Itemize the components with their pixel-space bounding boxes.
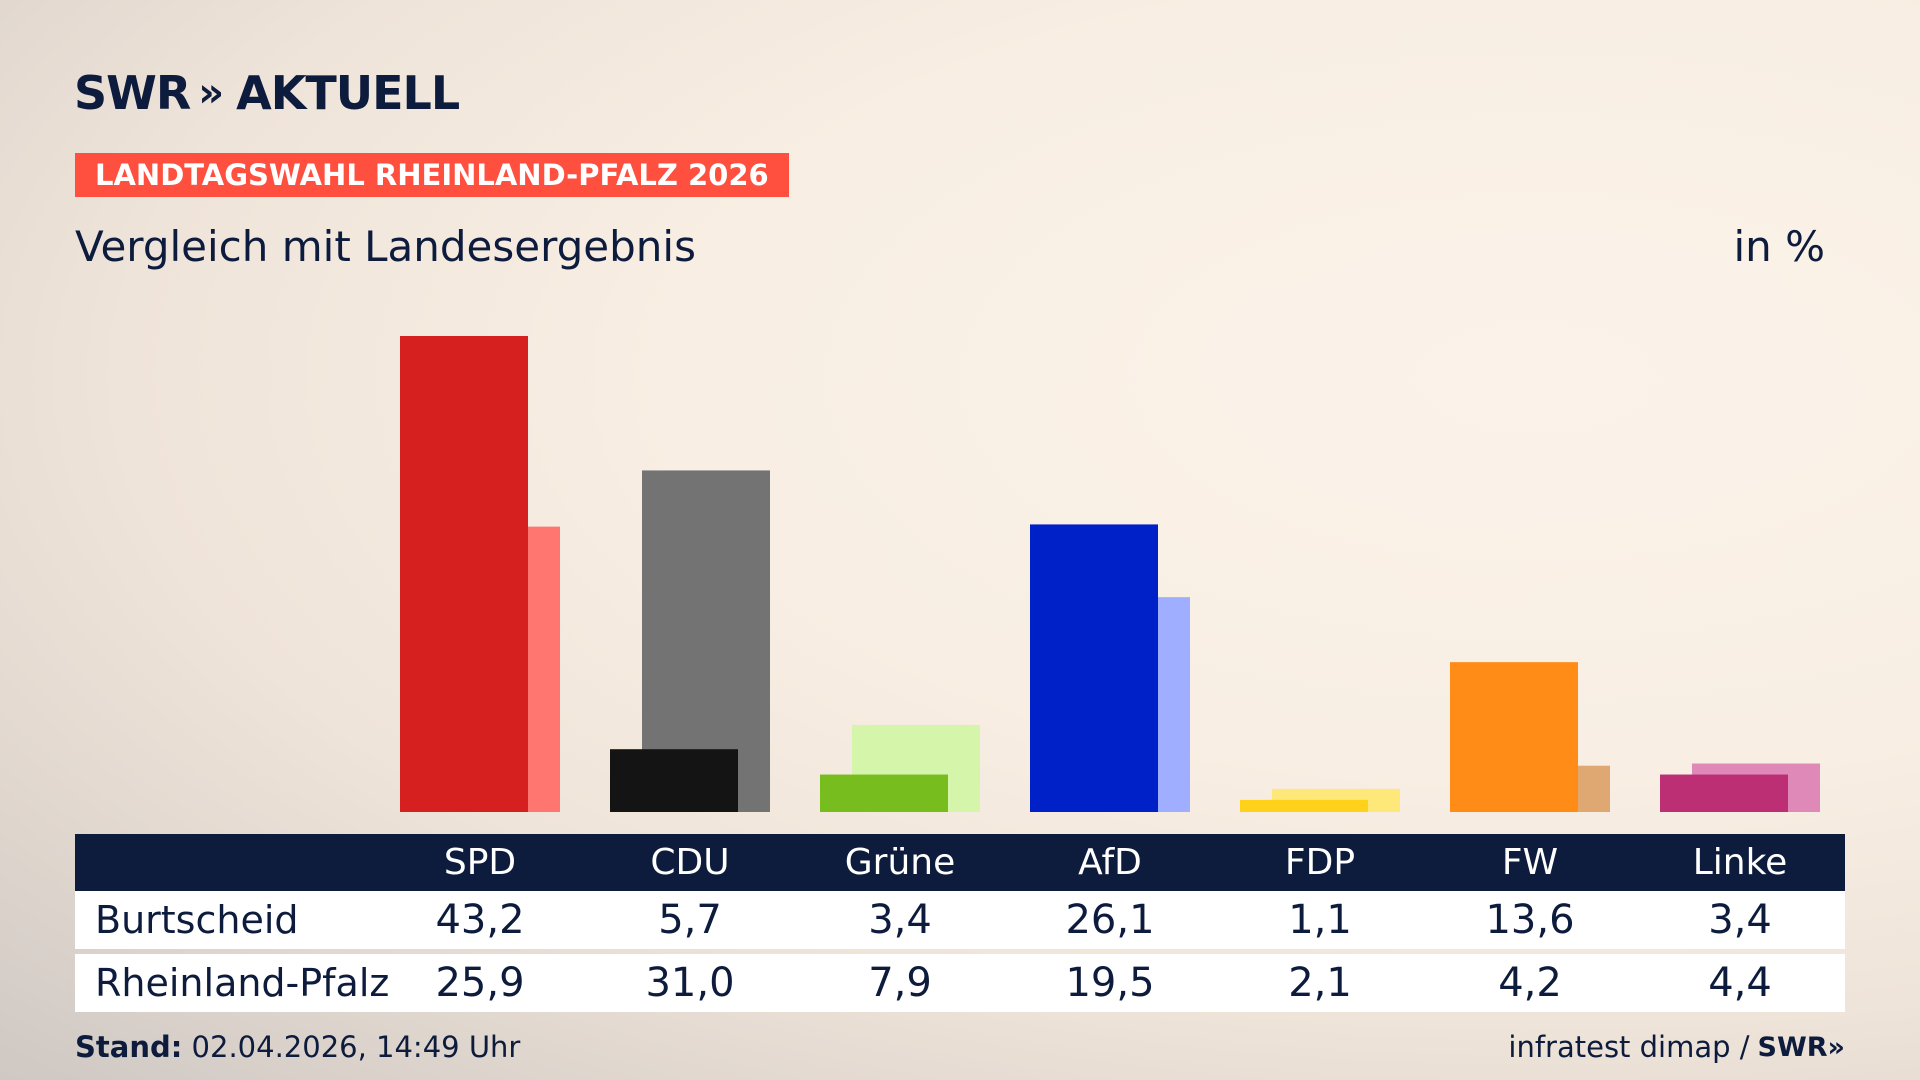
stand-label: Stand: bbox=[75, 1030, 183, 1064]
value-cell-linke: 3,4 bbox=[1708, 897, 1772, 943]
value-cell-fw: 4,2 bbox=[1498, 960, 1562, 1006]
bar-linke-burtscheid bbox=[1660, 774, 1788, 812]
value-cell-spd: 25,9 bbox=[435, 960, 525, 1006]
logo-aktuell: AKTUELL bbox=[236, 66, 460, 120]
bar-cdu-burtscheid bbox=[610, 749, 738, 812]
column-header-afd: AfD bbox=[1078, 842, 1142, 883]
stand-value: 02.04.2026, 14:49 Uhr bbox=[191, 1030, 521, 1064]
table-row: Burtscheid 43,2 5,7 3,4 26,1 1,1 13,6 3,4 bbox=[75, 891, 1845, 949]
source-credit: infratest dimap / SWR» bbox=[1508, 1030, 1845, 1064]
table-row: Rheinland-Pfalz 25,9 31,0 7,9 19,5 2,1 4,2 4,4 bbox=[75, 954, 1845, 1012]
value-cell-grüne: 3,4 bbox=[868, 897, 932, 943]
value-cell-linke: 4,4 bbox=[1708, 960, 1772, 1006]
timestamp: Stand: 02.04.2026, 14:49 Uhr bbox=[75, 1030, 520, 1064]
column-header-spd: SPD bbox=[443, 842, 517, 883]
column-header-linke: Linke bbox=[1692, 842, 1788, 883]
results-table: SPD CDU Grüne AfD FDP FW Linke Burtscheid 43,2… bbox=[75, 834, 1845, 1012]
column-header-cdu: CDU bbox=[650, 842, 730, 883]
bar-chart bbox=[400, 336, 1820, 812]
value-cell-afd: 19,5 bbox=[1065, 960, 1155, 1006]
unit-label: in % bbox=[1733, 222, 1825, 271]
row-label: Burtscheid bbox=[95, 898, 299, 942]
logo-swr: SWR bbox=[74, 66, 191, 120]
bar-fw-burtscheid bbox=[1450, 662, 1578, 812]
bar-fdp-burtscheid bbox=[1240, 799, 1368, 812]
bar-grüne-burtscheid bbox=[820, 774, 948, 812]
election-tag: LANDTAGSWAHL RHEINLAND-PFALZ 2026 bbox=[75, 153, 789, 197]
value-cell-cdu: 31,0 bbox=[645, 960, 735, 1006]
value-cell-fdp: 2,1 bbox=[1288, 960, 1352, 1006]
value-cell-grüne: 7,9 bbox=[868, 960, 932, 1006]
swr-aktuell-logo: SWR » AKTUELL bbox=[74, 66, 460, 120]
bar-spd-burtscheid bbox=[400, 336, 528, 812]
value-cell-spd: 43,2 bbox=[435, 897, 525, 943]
bar-afd-burtscheid bbox=[1030, 524, 1158, 812]
column-header-fw: FW bbox=[1501, 842, 1559, 883]
chart-subtitle: Vergleich mit Landesergebnis bbox=[75, 222, 696, 271]
value-cell-fdp: 1,1 bbox=[1288, 897, 1352, 943]
column-header-fdp: FDP bbox=[1284, 842, 1356, 883]
value-cell-cdu: 5,7 bbox=[658, 897, 722, 943]
swr-small-logo: SWR» bbox=[1757, 1031, 1845, 1063]
value-cell-afd: 26,1 bbox=[1065, 897, 1155, 943]
table-header: SPD CDU Grüne AfD FDP FW Linke bbox=[75, 834, 1845, 891]
source-text: infratest dimap / bbox=[1508, 1030, 1750, 1064]
value-cell-fw: 13,6 bbox=[1485, 897, 1575, 943]
row-label: Rheinland-Pfalz bbox=[95, 961, 390, 1005]
column-header-grüne: Grüne bbox=[844, 842, 956, 883]
